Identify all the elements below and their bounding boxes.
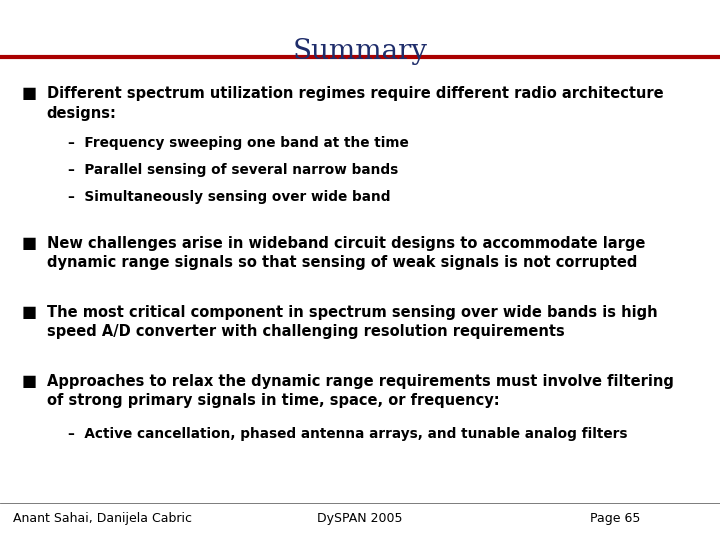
Text: Summary: Summary bbox=[292, 38, 428, 65]
Text: Page 65: Page 65 bbox=[590, 512, 641, 525]
Text: –  Active cancellation, phased antenna arrays, and tunable analog filters: – Active cancellation, phased antenna ar… bbox=[68, 427, 628, 441]
Text: ■: ■ bbox=[22, 236, 37, 251]
Text: ■: ■ bbox=[22, 374, 37, 389]
Text: ■: ■ bbox=[22, 86, 37, 102]
Text: ■: ■ bbox=[22, 305, 37, 320]
Text: –  Frequency sweeping one band at the time: – Frequency sweeping one band at the tim… bbox=[68, 136, 409, 150]
Text: New challenges arise in wideband circuit designs to accommodate large
dynamic ra: New challenges arise in wideband circuit… bbox=[47, 236, 645, 270]
Text: The most critical component in spectrum sensing over wide bands is high
speed A/: The most critical component in spectrum … bbox=[47, 305, 657, 339]
Text: –  Parallel sensing of several narrow bands: – Parallel sensing of several narrow ban… bbox=[68, 163, 399, 177]
Text: Approaches to relax the dynamic range requirements must involve filtering
of str: Approaches to relax the dynamic range re… bbox=[47, 374, 674, 408]
Text: –  Simultaneously sensing over wide band: – Simultaneously sensing over wide band bbox=[68, 190, 391, 204]
Text: DySPAN 2005: DySPAN 2005 bbox=[318, 512, 402, 525]
Text: Different spectrum utilization regimes require different radio architecture
desi: Different spectrum utilization regimes r… bbox=[47, 86, 663, 120]
Text: Anant Sahai, Danijela Cabric: Anant Sahai, Danijela Cabric bbox=[13, 512, 192, 525]
